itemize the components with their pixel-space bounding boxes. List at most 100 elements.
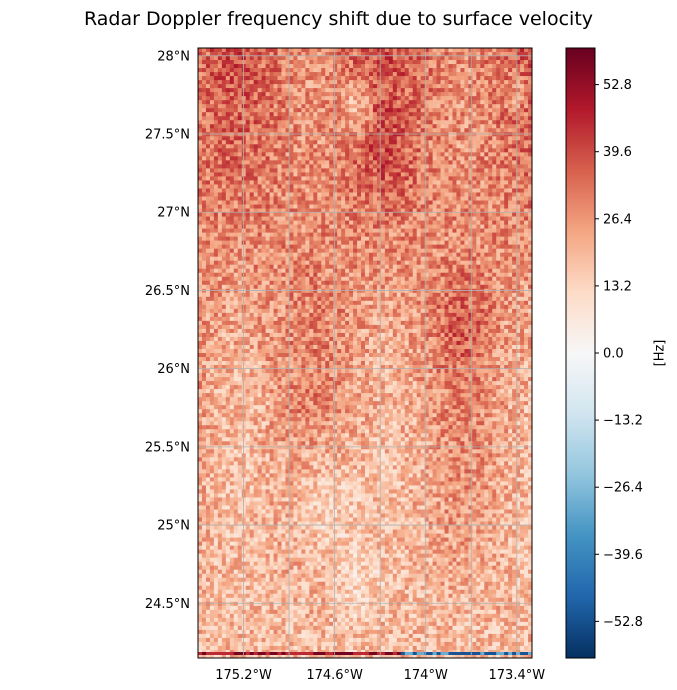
heatmap-cell bbox=[448, 204, 453, 209]
heatmap-cell bbox=[337, 96, 342, 101]
heatmap-cell bbox=[380, 56, 386, 61]
heatmap-cell bbox=[225, 224, 231, 229]
heatmap-cell bbox=[508, 156, 513, 161]
heatmap-cell bbox=[396, 268, 402, 274]
heatmap-cell bbox=[444, 236, 449, 242]
heatmap-cell bbox=[488, 56, 493, 61]
heatmap-cell bbox=[492, 224, 497, 229]
heatmap-cell bbox=[325, 124, 330, 129]
heatmap-cell bbox=[496, 220, 501, 225]
heatmap-cell bbox=[305, 80, 310, 85]
heatmap-cell bbox=[368, 268, 374, 274]
heatmap-cell bbox=[496, 72, 501, 77]
heatmap-cell bbox=[444, 276, 449, 282]
heatmap-cell bbox=[309, 276, 314, 282]
heatmap-cell bbox=[388, 172, 394, 177]
heatmap-cell bbox=[372, 280, 378, 286]
heatmap-cell bbox=[492, 264, 497, 270]
heatmap-cell bbox=[376, 52, 382, 57]
heatmap-cell bbox=[345, 116, 350, 121]
heatmap-cell bbox=[333, 252, 338, 258]
heatmap-cell bbox=[201, 180, 207, 185]
heatmap-cell bbox=[516, 120, 521, 125]
heatmap-cell bbox=[472, 260, 477, 266]
heatmap-cell bbox=[500, 168, 505, 173]
heatmap-cell bbox=[388, 176, 394, 181]
heatmap-cell bbox=[325, 200, 330, 205]
heatmap-cell bbox=[233, 272, 239, 278]
heatmap-cell bbox=[349, 172, 354, 177]
heatmap-cell bbox=[408, 144, 414, 149]
heatmap-cell bbox=[404, 188, 410, 193]
heatmap-cell bbox=[305, 172, 310, 177]
heatmap-cell bbox=[500, 212, 505, 217]
heatmap-cell bbox=[341, 144, 346, 149]
heatmap-cell bbox=[233, 108, 239, 113]
heatmap-cell bbox=[516, 84, 521, 89]
heatmap-cell bbox=[416, 100, 422, 105]
heatmap-cell bbox=[253, 216, 259, 221]
heatmap-cell bbox=[464, 204, 469, 209]
heatmap-cell bbox=[325, 100, 330, 105]
heatmap-cell bbox=[245, 128, 251, 133]
heatmap-cell bbox=[420, 264, 426, 270]
heatmap-cell bbox=[209, 68, 215, 73]
heatmap-cell bbox=[432, 272, 437, 278]
heatmap-cell bbox=[388, 220, 394, 225]
heatmap-cell bbox=[388, 192, 394, 197]
heatmap-cell bbox=[257, 64, 263, 69]
heatmap-cell bbox=[492, 56, 497, 61]
heatmap-cell bbox=[233, 232, 239, 238]
heatmap-cell bbox=[333, 148, 338, 153]
heatmap-cell bbox=[520, 124, 525, 129]
heatmap-cell bbox=[245, 52, 251, 57]
heatmap-cell bbox=[325, 136, 330, 141]
heatmap-cell bbox=[313, 132, 318, 137]
heatmap-cell bbox=[384, 192, 390, 197]
heatmap-cell bbox=[392, 96, 398, 101]
heatmap-cell bbox=[452, 60, 457, 65]
heatmap-cell bbox=[353, 120, 358, 125]
heatmap-cell bbox=[245, 212, 251, 217]
heatmap-cell bbox=[209, 56, 215, 61]
heatmap-cell bbox=[512, 96, 517, 101]
heatmap-cell bbox=[368, 84, 374, 89]
heatmap-cell bbox=[464, 100, 469, 105]
heatmap-cell bbox=[205, 68, 211, 73]
heatmap-cell bbox=[460, 112, 465, 117]
heatmap-cell bbox=[205, 120, 211, 125]
heatmap-cell bbox=[325, 160, 330, 165]
heatmap-cell bbox=[233, 92, 239, 97]
heatmap-cell bbox=[420, 232, 426, 238]
heatmap-cell bbox=[504, 152, 509, 157]
heatmap-cell bbox=[233, 100, 239, 105]
heatmap-cell bbox=[269, 100, 274, 105]
heatmap-cell bbox=[261, 136, 266, 141]
heatmap-cell bbox=[492, 268, 497, 274]
heatmap-cell bbox=[221, 256, 227, 262]
heatmap-cell bbox=[329, 76, 334, 81]
heatmap-cell bbox=[341, 68, 346, 73]
heatmap-cell bbox=[460, 224, 465, 229]
heatmap-cell bbox=[380, 184, 386, 189]
heatmap-cell bbox=[456, 224, 461, 229]
heatmap-cell bbox=[504, 240, 509, 246]
heatmap-cell bbox=[305, 220, 310, 225]
heatmap-cell bbox=[468, 208, 473, 213]
heatmap-cell bbox=[305, 204, 310, 209]
heatmap-cell bbox=[353, 156, 358, 161]
heatmap-cell bbox=[313, 212, 318, 217]
heatmap-cell bbox=[468, 132, 473, 137]
heatmap-cell bbox=[384, 152, 390, 157]
heatmap-cell bbox=[496, 120, 501, 125]
heatmap-cell bbox=[396, 100, 402, 105]
heatmap-cell bbox=[237, 180, 243, 185]
heatmap-cell bbox=[428, 188, 433, 193]
heatmap-cell bbox=[329, 240, 334, 246]
heatmap-cell bbox=[293, 144, 298, 149]
heatmap-cell bbox=[301, 160, 306, 165]
heatmap-cell bbox=[440, 140, 445, 145]
heatmap-cell bbox=[476, 216, 481, 221]
heatmap-cell bbox=[245, 132, 251, 137]
heatmap-cell bbox=[456, 272, 461, 278]
